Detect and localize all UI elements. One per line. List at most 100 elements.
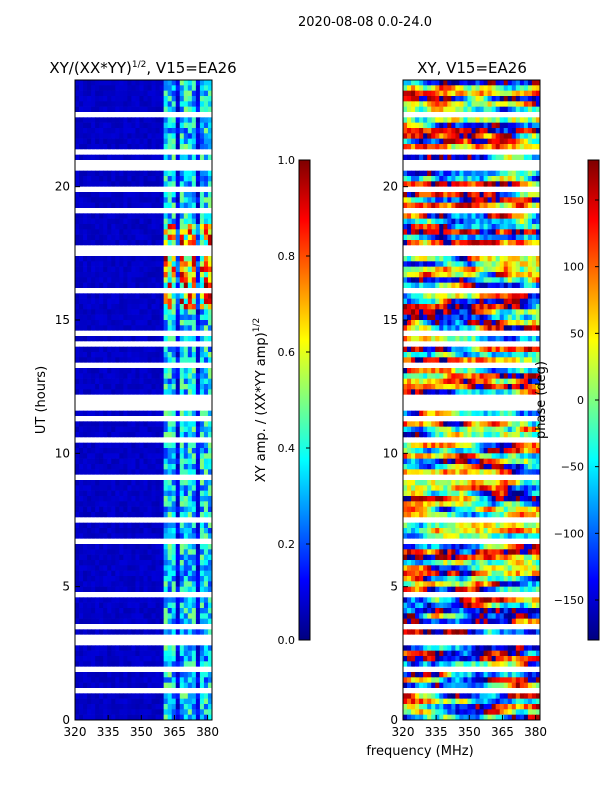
amplitude-heatmap-cell	[188, 571, 193, 577]
amplitude-heatmap-cell	[139, 453, 144, 459]
amplitude-heatmap-cell	[123, 576, 128, 582]
amplitude-heatmap-cell	[91, 288, 96, 294]
amplitude-heatmap-cell	[168, 571, 173, 577]
phase-heatmap-cell	[407, 117, 412, 123]
phase-heatmap-cell	[492, 91, 497, 97]
amplitude-heatmap-cell	[204, 192, 209, 198]
phase-heatmap-cell	[532, 181, 537, 187]
amplitude-heatmap-cell	[119, 123, 124, 129]
amplitude-heatmap-cell	[103, 91, 108, 97]
amplitude-heatmap-cell	[168, 693, 173, 699]
phase-heatmap-cell	[508, 176, 513, 182]
amplitude-heatmap-cell	[156, 475, 161, 481]
amplitude-heatmap-cell	[83, 613, 88, 619]
amplitude-heatmap-cell	[99, 437, 104, 443]
phase-heatmap-cell	[463, 208, 468, 214]
amplitude-heatmap-cell	[115, 512, 120, 518]
amplitude-heatmap-cell	[152, 325, 157, 331]
phase-heatmap-cell	[512, 144, 517, 150]
amplitude-heatmap-cell	[91, 517, 96, 523]
amplitude-heatmap-cell	[103, 325, 108, 331]
amplitude-heatmap-cell	[188, 197, 193, 203]
amplitude-heatmap-cell	[156, 373, 161, 379]
amplitude-heatmap-cell	[184, 496, 189, 502]
phase-heatmap-cell	[451, 123, 456, 129]
amplitude-heatmap-cell	[200, 421, 205, 427]
amplitude-heatmap-cell	[123, 533, 128, 539]
amplitude-heatmap-cell	[119, 672, 124, 678]
amplitude-heatmap-cell	[111, 331, 116, 337]
amplitude-heatmap-cell	[192, 645, 197, 651]
amplitude-heatmap-cell	[152, 149, 157, 155]
amplitude-heatmap-cell	[188, 171, 193, 177]
amplitude-heatmap-cell	[144, 251, 149, 257]
amplitude-heatmap-cell	[115, 667, 120, 673]
amplitude-heatmap-cell	[152, 437, 157, 443]
amplitude-heatmap-cell	[131, 176, 136, 182]
amplitude-heatmap-cell	[119, 368, 124, 374]
phase-heatmap-cell	[520, 133, 525, 139]
amplitude-heatmap-cell	[172, 123, 177, 129]
amplitude-heatmap-cell	[160, 165, 165, 171]
amplitude-heatmap-cell	[135, 592, 140, 598]
amplitude-heatmap-cell	[115, 581, 120, 587]
phase-heatmap-cell	[411, 192, 416, 198]
amplitude-heatmap-cell	[75, 219, 80, 225]
amplitude-heatmap-cell	[119, 160, 124, 166]
amplitude-heatmap-cell	[204, 640, 209, 646]
amplitude-heatmap-cell	[95, 133, 100, 139]
amplitude-heatmap-cell	[95, 395, 100, 401]
amplitude-heatmap-cell	[180, 613, 185, 619]
amplitude-heatmap-cell	[91, 251, 96, 257]
amplitude-heatmap-cell	[131, 619, 136, 625]
amplitude-heatmap-cell	[107, 656, 112, 662]
amplitude-heatmap-cell	[111, 85, 116, 91]
amplitude-heatmap-cell	[95, 181, 100, 187]
amplitude-heatmap-cell	[87, 693, 92, 699]
phase-heatmap-cell	[467, 80, 472, 86]
phase-heatmap-cell	[488, 91, 493, 97]
amplitude-heatmap-cell	[75, 272, 80, 278]
amplitude-heatmap-cell	[160, 213, 165, 219]
amplitude-heatmap-cell	[131, 245, 136, 251]
amplitude-heatmap-cell	[180, 192, 185, 198]
phase-heatmap-cell	[508, 149, 513, 155]
amplitude-heatmap-cell	[83, 288, 88, 294]
amplitude-heatmap-cell	[83, 208, 88, 214]
amplitude-heatmap-cell	[79, 288, 84, 294]
amplitude-heatmap-cell	[127, 373, 132, 379]
amplitude-heatmap-cell	[91, 587, 96, 593]
amplitude-heatmap-cell	[95, 715, 100, 721]
phase-heatmap-cell	[467, 101, 472, 107]
amplitude-heatmap-cell	[180, 187, 185, 193]
amplitude-heatmap-cell	[123, 629, 128, 635]
phase-heatmap-cell	[496, 208, 501, 214]
phase-heatmap-cell	[532, 165, 537, 171]
amplitude-heatmap-cell	[103, 267, 108, 273]
amplitude-heatmap-cell	[148, 496, 153, 502]
amplitude-heatmap-cell	[115, 213, 120, 219]
amplitude-heatmap-cell	[200, 608, 205, 614]
amplitude-heatmap-cell	[91, 645, 96, 651]
amplitude-heatmap-cell	[184, 448, 189, 454]
phase-heatmap-cell	[439, 144, 444, 150]
amplitude-heatmap-cell	[131, 123, 136, 129]
amplitude-heatmap-cell	[192, 107, 197, 113]
amplitude-heatmap-cell	[107, 187, 112, 193]
phase-heatmap-cell	[447, 176, 452, 182]
amplitude-heatmap-cell	[168, 501, 173, 507]
amplitude-heatmap-cell	[152, 117, 157, 123]
phase-heatmap-cell	[496, 197, 501, 203]
amplitude-heatmap-cell	[119, 112, 124, 118]
amplitude-heatmap-cell	[200, 85, 205, 91]
amplitude-heatmap-cell	[152, 123, 157, 129]
phase-heatmap-cell	[435, 85, 440, 91]
amplitude-heatmap-cell	[204, 267, 209, 273]
amplitude-heatmap-cell	[107, 437, 112, 443]
amplitude-heatmap-cell	[79, 688, 84, 694]
amplitude-heatmap-cell	[91, 325, 96, 331]
amplitude-heatmap-cell	[176, 576, 181, 582]
phase-heatmap-cell	[496, 101, 501, 107]
amplitude-heatmap-cell	[107, 123, 112, 129]
amplitude-heatmap-cell	[103, 501, 108, 507]
